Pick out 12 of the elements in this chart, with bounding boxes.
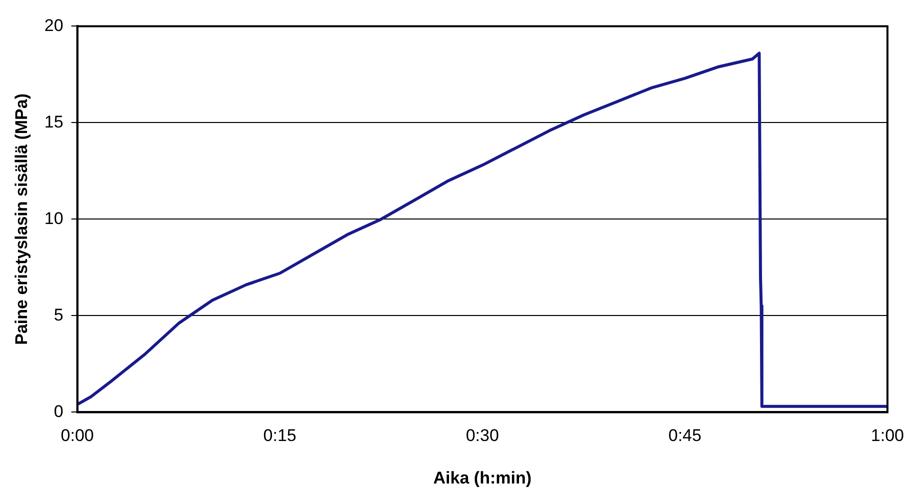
y-tick-label: 20 <box>44 16 64 35</box>
x-tick-label: 1:00 <box>870 426 904 446</box>
y-axis-title: Paine eristyslasin sisällä (MPa) <box>12 94 31 345</box>
x-tick-label: 0:15 <box>263 426 296 446</box>
x-tick-label: 0:45 <box>668 426 702 446</box>
x-tick-label: 0:00 <box>60 426 94 446</box>
x-axis-title: Aika (h:min) <box>433 468 532 488</box>
y-tick-label: 5 <box>54 305 64 324</box>
y-tick-label: 0 <box>54 402 64 421</box>
y-tick-label: 10 <box>44 208 64 228</box>
y-tick-label: 15 <box>44 112 64 132</box>
x-tick-label: 0:30 <box>466 426 499 446</box>
